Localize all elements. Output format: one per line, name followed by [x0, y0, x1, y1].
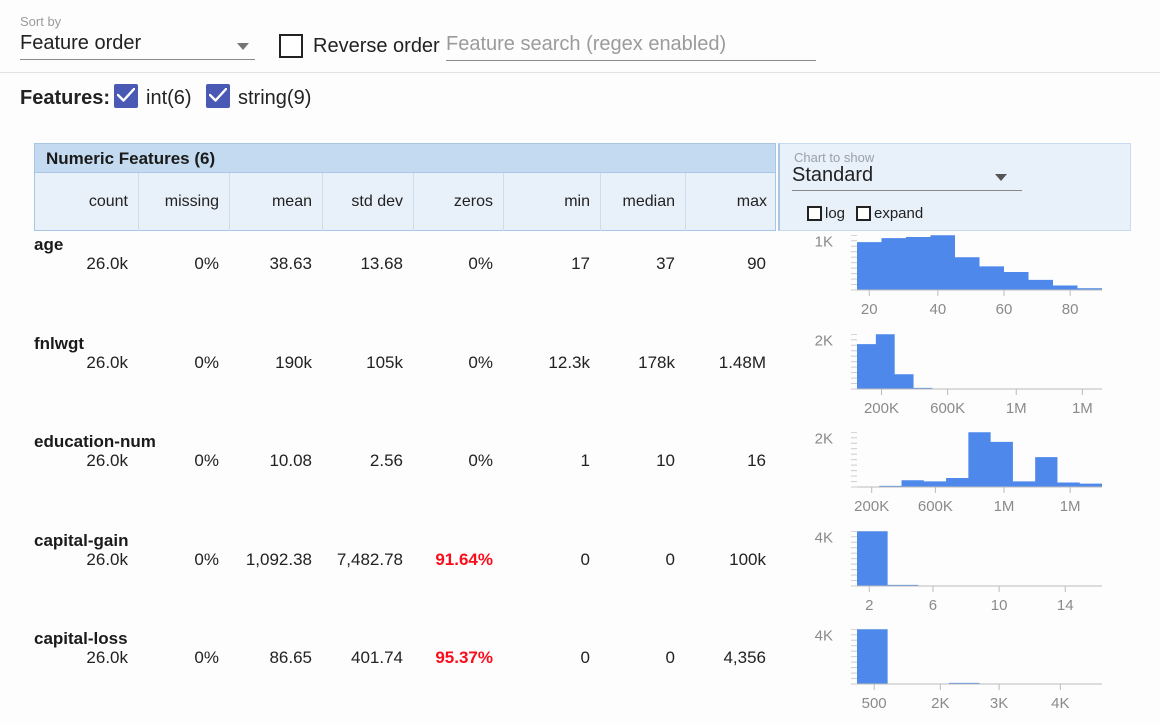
svg-text:60: 60 — [996, 301, 1013, 318]
svg-text:1K: 1K — [815, 235, 833, 250]
svg-text:200K: 200K — [864, 400, 899, 417]
svg-text:2K: 2K — [815, 334, 833, 349]
svg-text:600K: 600K — [930, 400, 965, 417]
svg-text:40: 40 — [930, 301, 947, 318]
svg-text:1M: 1M — [1006, 400, 1027, 417]
svg-text:2K: 2K — [815, 432, 833, 447]
svg-text:80: 80 — [1062, 301, 1079, 318]
svg-text:4K: 4K — [1051, 695, 1069, 712]
svg-text:3K: 3K — [990, 695, 1008, 712]
svg-text:4K: 4K — [815, 629, 833, 644]
svg-text:20: 20 — [861, 301, 878, 318]
svg-text:600K: 600K — [918, 498, 953, 515]
svg-text:14: 14 — [1057, 597, 1074, 614]
svg-text:500: 500 — [862, 695, 887, 712]
svg-text:4K: 4K — [815, 531, 833, 546]
svg-text:10: 10 — [991, 597, 1008, 614]
svg-text:1M: 1M — [1060, 498, 1081, 515]
svg-text:1M: 1M — [994, 498, 1015, 515]
svg-text:2: 2 — [865, 597, 873, 614]
svg-text:6: 6 — [929, 597, 937, 614]
svg-text:1M: 1M — [1072, 400, 1093, 417]
svg-text:200K: 200K — [854, 498, 889, 515]
svg-text:2K: 2K — [931, 695, 949, 712]
